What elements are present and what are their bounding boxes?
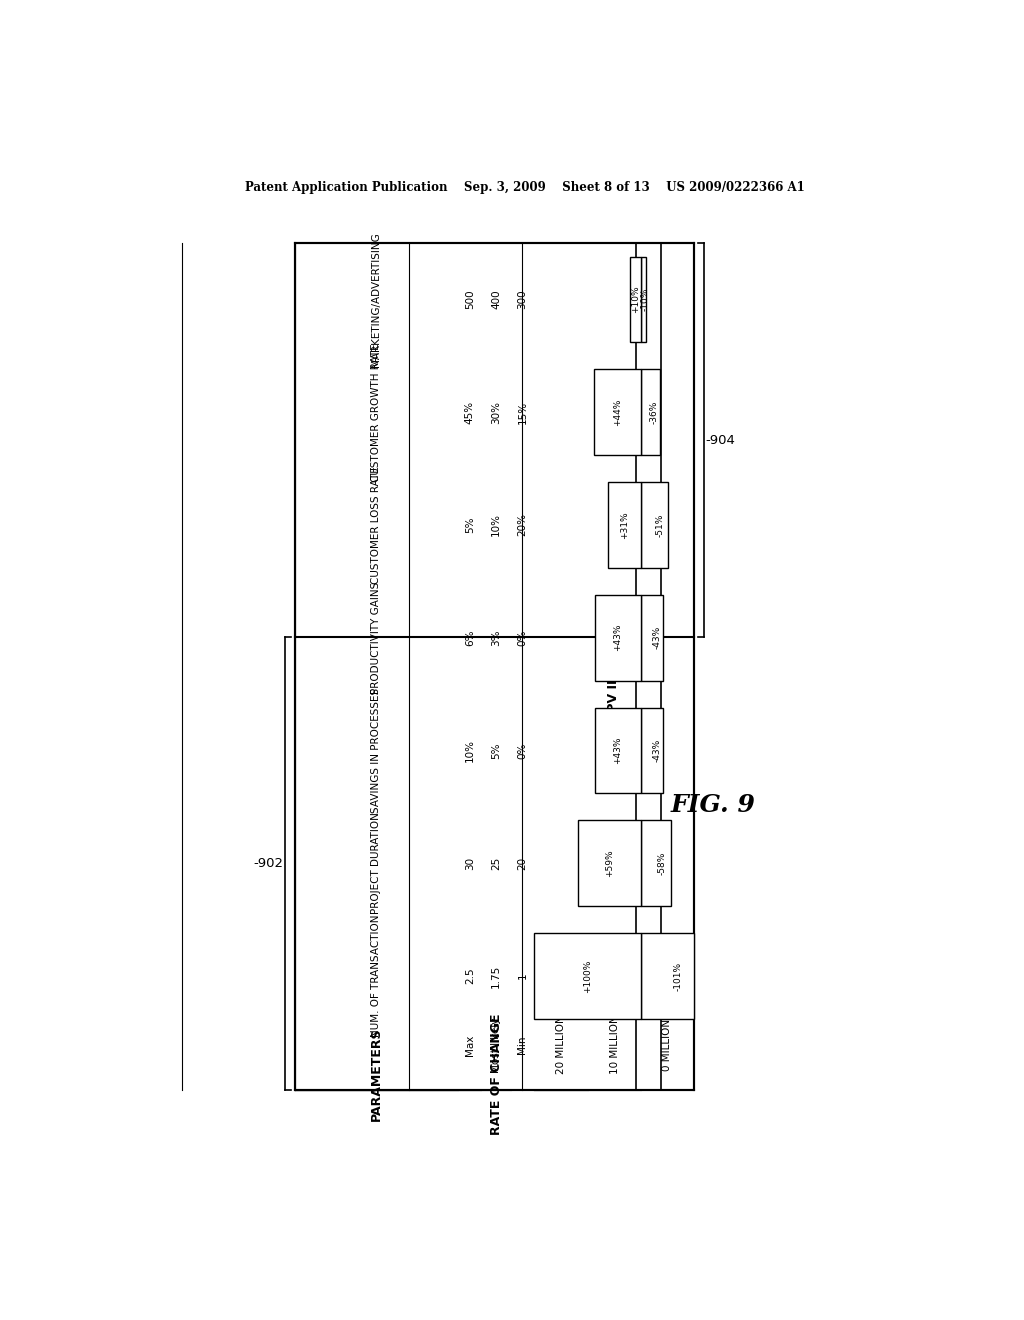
Text: 1.75: 1.75 xyxy=(492,965,501,987)
Text: Most likely: Most likely xyxy=(492,1018,501,1073)
Text: 10 MILLION: 10 MILLION xyxy=(609,1015,620,1074)
Text: PRODUCTIVITY GAINS: PRODUCTIVITY GAINS xyxy=(372,582,381,694)
Polygon shape xyxy=(535,933,641,1019)
Polygon shape xyxy=(641,933,693,1019)
Text: 5%: 5% xyxy=(465,516,475,533)
Text: 45%: 45% xyxy=(465,401,475,424)
Text: -101%: -101% xyxy=(674,961,682,990)
Text: CUSTOMER LOSS RATE: CUSTOMER LOSS RATE xyxy=(372,466,381,583)
Text: -902: -902 xyxy=(253,857,283,870)
Polygon shape xyxy=(594,370,641,455)
Text: -43%: -43% xyxy=(652,626,662,649)
Text: 1: 1 xyxy=(517,973,527,979)
Text: -36%: -36% xyxy=(649,400,658,424)
Text: SAVINGS IN PROCESSES: SAVINGS IN PROCESSES xyxy=(372,688,381,813)
Text: 0%: 0% xyxy=(517,742,527,759)
Polygon shape xyxy=(578,821,641,906)
Text: 10%: 10% xyxy=(465,739,475,762)
Text: CUSTOMER GROWTH RATE: CUSTOMER GROWTH RATE xyxy=(372,343,381,482)
Text: -43%: -43% xyxy=(652,739,662,762)
Text: 20 MILLION: 20 MILLION xyxy=(556,1015,566,1074)
Text: 0%: 0% xyxy=(517,630,527,645)
Polygon shape xyxy=(595,708,641,793)
Text: -10%: -10% xyxy=(640,288,649,312)
Text: 15%: 15% xyxy=(517,401,527,424)
Text: -58%: -58% xyxy=(657,851,667,875)
Text: RATE OF CHANGE: RATE OF CHANGE xyxy=(489,1014,503,1135)
Text: +59%: +59% xyxy=(605,849,614,876)
Polygon shape xyxy=(595,595,641,681)
Text: 6%: 6% xyxy=(465,630,475,645)
Text: +44%: +44% xyxy=(613,399,622,426)
Text: 0 MILLION: 0 MILLION xyxy=(663,1019,673,1071)
Text: Patent Application Publication    Sep. 3, 2009    Sheet 8 of 13    US 2009/02223: Patent Application Publication Sep. 3, 2… xyxy=(245,181,805,194)
Text: 30: 30 xyxy=(465,857,475,870)
Text: -51%: -51% xyxy=(655,513,665,537)
Text: MARKETING/ADVERTISING: MARKETING/ADVERTISING xyxy=(372,232,381,367)
Text: 20%: 20% xyxy=(517,513,527,536)
Text: Max: Max xyxy=(465,1035,475,1056)
Text: +43%: +43% xyxy=(613,737,623,764)
Polygon shape xyxy=(641,482,668,568)
Text: 5%: 5% xyxy=(492,742,501,759)
Text: 500: 500 xyxy=(465,289,475,309)
Text: PARAMETERS: PARAMETERS xyxy=(370,1027,383,1121)
Text: 2.5: 2.5 xyxy=(465,968,475,985)
Polygon shape xyxy=(641,370,659,455)
Text: FIG. 9: FIG. 9 xyxy=(671,793,756,817)
Text: 20: 20 xyxy=(517,857,527,870)
Polygon shape xyxy=(641,708,664,793)
Bar xyxy=(295,243,693,1090)
Polygon shape xyxy=(641,821,672,906)
Text: 25: 25 xyxy=(492,857,501,870)
Polygon shape xyxy=(631,256,641,342)
Text: +10%: +10% xyxy=(631,285,640,313)
Text: +31%: +31% xyxy=(620,511,629,539)
Text: 30%: 30% xyxy=(492,401,501,424)
Text: 300: 300 xyxy=(517,289,527,309)
Text: NPV IN MILLION: NPV IN MILLION xyxy=(607,611,621,722)
Polygon shape xyxy=(641,256,646,342)
Text: 400: 400 xyxy=(492,289,501,309)
Polygon shape xyxy=(608,482,641,568)
Text: NUM. OF TRANSACTION: NUM. OF TRANSACTION xyxy=(372,915,381,1038)
Text: +43%: +43% xyxy=(613,624,623,652)
Text: 10%: 10% xyxy=(492,513,501,536)
Text: Min: Min xyxy=(517,1036,527,1055)
Text: 3%: 3% xyxy=(492,630,501,645)
Text: +100%: +100% xyxy=(583,960,592,993)
Polygon shape xyxy=(641,595,664,681)
Text: PROJECT DURATION: PROJECT DURATION xyxy=(372,812,381,915)
Text: -904: -904 xyxy=(706,433,735,446)
